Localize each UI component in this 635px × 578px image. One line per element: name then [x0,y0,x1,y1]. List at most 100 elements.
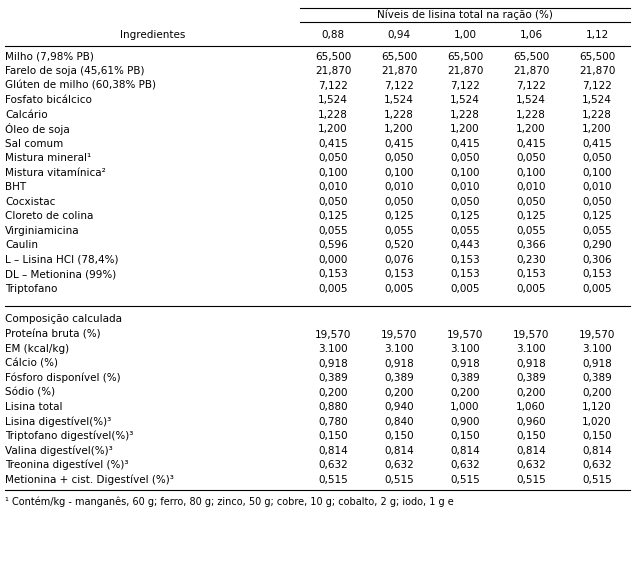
Text: 0,632: 0,632 [318,460,348,470]
Text: 19,570: 19,570 [513,329,549,339]
Text: 0,366: 0,366 [516,240,546,250]
Text: 0,100: 0,100 [516,168,545,178]
Text: 1,200: 1,200 [582,124,612,134]
Text: 1,524: 1,524 [582,95,612,105]
Text: 0,005: 0,005 [318,284,348,294]
Text: Cloreto de colina: Cloreto de colina [5,211,93,221]
Text: 1,200: 1,200 [516,124,546,134]
Text: 0,055: 0,055 [516,226,546,236]
Text: 0,200: 0,200 [450,387,480,398]
Text: 0,055: 0,055 [582,226,612,236]
Text: 21,870: 21,870 [447,66,483,76]
Text: 3.100: 3.100 [516,344,546,354]
Text: 7,122: 7,122 [450,81,480,91]
Text: Cocxistac: Cocxistac [5,197,55,207]
Text: BHT: BHT [5,182,26,192]
Text: 0,415: 0,415 [318,139,348,149]
Text: 0,050: 0,050 [516,153,545,163]
Text: 0,153: 0,153 [450,255,480,265]
Text: 0,389: 0,389 [450,373,480,383]
Text: Calcário: Calcário [5,110,48,120]
Text: 0,814: 0,814 [450,446,480,455]
Text: 0,050: 0,050 [582,197,612,207]
Text: 0,840: 0,840 [384,417,414,427]
Text: 3.100: 3.100 [450,344,480,354]
Text: 0,918: 0,918 [516,358,546,369]
Text: 0,960: 0,960 [516,417,546,427]
Text: 0,306: 0,306 [582,255,612,265]
Text: 0,010: 0,010 [318,182,348,192]
Text: 0,050: 0,050 [450,197,480,207]
Text: 0,050: 0,050 [450,153,480,163]
Text: 0,200: 0,200 [318,387,348,398]
Text: Ingredientes: Ingredientes [120,30,185,40]
Text: 21,870: 21,870 [381,66,417,76]
Text: 1,12: 1,12 [585,30,608,40]
Text: 0,389: 0,389 [318,373,348,383]
Text: 7,122: 7,122 [516,81,546,91]
Text: 1,228: 1,228 [318,110,348,120]
Text: 0,153: 0,153 [384,269,414,279]
Text: Proteína bruta (%): Proteína bruta (%) [5,329,100,339]
Text: 0,940: 0,940 [384,402,414,412]
Text: 1,06: 1,06 [519,30,542,40]
Text: Níveis de lisina total na ração (%): Níveis de lisina total na ração (%) [377,10,553,20]
Text: 0,076: 0,076 [384,255,414,265]
Text: 0,918: 0,918 [450,358,480,369]
Text: 19,570: 19,570 [579,329,615,339]
Text: Valina digestível(%)³: Valina digestível(%)³ [5,445,113,456]
Text: 21,870: 21,870 [513,66,549,76]
Text: Treonina digestível (%)³: Treonina digestível (%)³ [5,460,128,470]
Text: 0,520: 0,520 [384,240,414,250]
Text: 0,005: 0,005 [582,284,612,294]
Text: 0,200: 0,200 [582,387,612,398]
Text: 0,200: 0,200 [516,387,545,398]
Text: 7,122: 7,122 [318,81,348,91]
Text: 21,870: 21,870 [315,66,351,76]
Text: 21,870: 21,870 [579,66,615,76]
Text: 0,632: 0,632 [384,460,414,470]
Text: Triptofano digestível(%)³: Triptofano digestível(%)³ [5,431,133,441]
Text: Sal comum: Sal comum [5,139,64,149]
Text: 0,055: 0,055 [384,226,414,236]
Text: 0,000: 0,000 [318,255,348,265]
Text: 19,570: 19,570 [315,329,351,339]
Text: 0,050: 0,050 [384,197,414,207]
Text: 0,780: 0,780 [318,417,348,427]
Text: 1,060: 1,060 [516,402,546,412]
Text: 0,918: 0,918 [384,358,414,369]
Text: 0,100: 0,100 [318,168,348,178]
Text: 0,153: 0,153 [516,269,546,279]
Text: ¹ Contém/kg - manganês, 60 g; ferro, 80 g; zinco, 50 g; cobre, 10 g; cobalto, 2 : ¹ Contém/kg - manganês, 60 g; ferro, 80 … [5,497,454,507]
Text: 0,415: 0,415 [516,139,546,149]
Text: Óleo de soja: Óleo de soja [5,123,70,135]
Text: 1,524: 1,524 [384,95,414,105]
Text: 0,150: 0,150 [384,431,414,441]
Text: Composição calculada: Composição calculada [5,314,122,324]
Text: Glúten de milho (60,38% PB): Glúten de milho (60,38% PB) [5,81,156,91]
Text: 0,515: 0,515 [516,475,546,484]
Text: Triptofano: Triptofano [5,284,57,294]
Text: 1,00: 1,00 [453,30,476,40]
Text: 65,500: 65,500 [447,52,483,62]
Text: 0,050: 0,050 [318,197,348,207]
Text: 0,153: 0,153 [450,269,480,279]
Text: 0,153: 0,153 [582,269,612,279]
Text: 0,415: 0,415 [582,139,612,149]
Text: 1,228: 1,228 [582,110,612,120]
Text: 1,000: 1,000 [450,402,480,412]
Text: 1,524: 1,524 [450,95,480,105]
Text: 0,150: 0,150 [450,431,480,441]
Text: 1,228: 1,228 [516,110,546,120]
Text: 0,100: 0,100 [582,168,612,178]
Text: 0,125: 0,125 [582,211,612,221]
Text: 0,814: 0,814 [384,446,414,455]
Text: 19,570: 19,570 [381,329,417,339]
Text: 0,125: 0,125 [516,211,546,221]
Text: 0,94: 0,94 [387,30,411,40]
Text: 0,918: 0,918 [582,358,612,369]
Text: 0,150: 0,150 [516,431,546,441]
Text: 0,125: 0,125 [450,211,480,221]
Text: 1,020: 1,020 [582,417,612,427]
Text: 0,389: 0,389 [384,373,414,383]
